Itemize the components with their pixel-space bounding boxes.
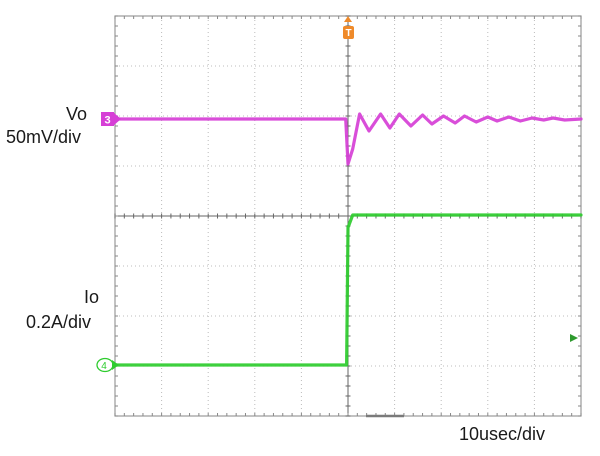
io-series-label: Io bbox=[84, 287, 100, 307]
trigger-marker-arrow bbox=[344, 16, 352, 22]
vo-series-label: Vo bbox=[66, 104, 88, 124]
time-scale-label: 10usec/div bbox=[459, 424, 546, 444]
trigger-level-marker bbox=[570, 334, 578, 342]
traces bbox=[113, 112, 583, 367]
vo-channel-number: 3 bbox=[104, 115, 110, 127]
trigger-marker bbox=[343, 26, 354, 39]
trigger-marker-label: T bbox=[345, 28, 351, 39]
io-channel-number: 4 bbox=[101, 361, 107, 372]
io-channel-marker-arrow bbox=[112, 360, 119, 370]
io-scale-label: 0.2A/div bbox=[26, 312, 92, 332]
vo-channel-marker bbox=[101, 112, 114, 126]
vo-channel-marker-arrow bbox=[113, 112, 121, 126]
markers: 3 4 T bbox=[96, 16, 578, 418]
vo-scale-label: 50mV/div bbox=[6, 127, 82, 147]
